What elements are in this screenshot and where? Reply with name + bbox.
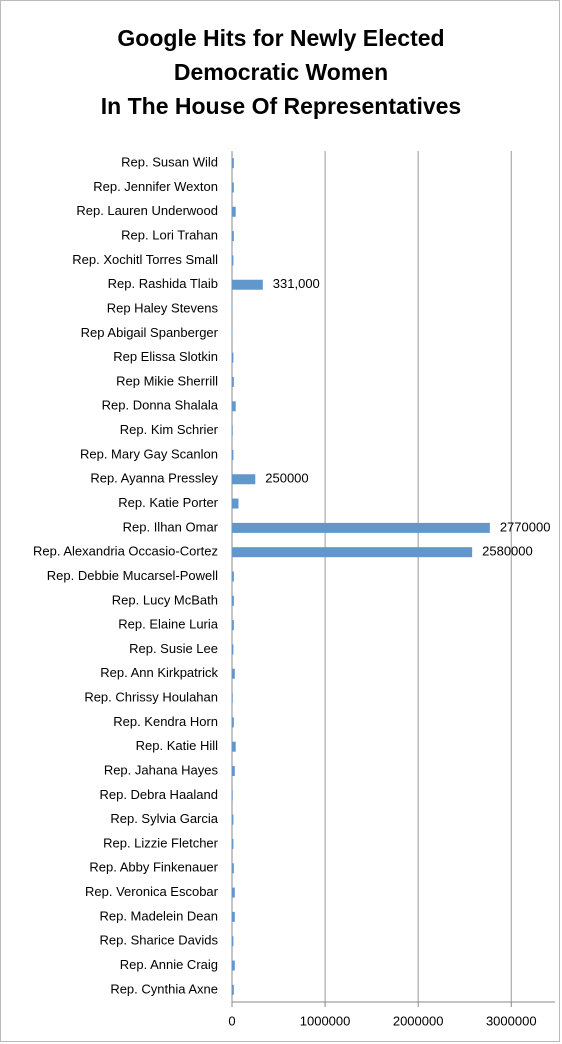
- bar: [232, 206, 236, 217]
- y-tick-label: Rep. Kim Schrier: [120, 422, 219, 437]
- bar: [232, 887, 235, 898]
- bar: [232, 158, 234, 169]
- data-label: 2580000: [482, 544, 533, 559]
- y-tick-label: Rep. Ayanna Pressley: [90, 471, 218, 486]
- chart-title: Google Hits for Newly Elected: [117, 25, 444, 51]
- y-tick-label: Rep. Katie Porter: [118, 495, 218, 510]
- bar: [232, 182, 234, 193]
- y-tick-label: Rep. Veronica Escobar: [85, 884, 219, 899]
- y-tick-label: Rep. Ilhan Omar: [123, 519, 219, 534]
- bar: [232, 547, 473, 558]
- y-tick-label: Rep. Katie Hill: [136, 738, 218, 753]
- bar: [232, 571, 234, 582]
- y-tick-label: Rep. Sharice Davids: [100, 933, 219, 948]
- bar: [232, 279, 263, 290]
- y-tick-label: Rep. Elaine Luria: [118, 617, 218, 632]
- y-tick-label: Rep. Lizzie Fletcher: [103, 835, 219, 850]
- bar: [232, 790, 233, 801]
- x-tick-label: 1000000: [300, 1013, 351, 1028]
- bar: [232, 766, 235, 777]
- y-tick-label: Rep. Lauren Underwood: [76, 203, 218, 218]
- y-tick-label: Rep. Kendra Horn: [113, 714, 218, 729]
- bar: [232, 620, 234, 631]
- bar: [232, 814, 234, 825]
- y-tick-label: Rep. Jahana Hayes: [104, 762, 219, 777]
- bar: [232, 595, 234, 606]
- y-tick-label: Rep. Susie Lee: [129, 641, 218, 656]
- y-tick-label: Rep Elissa Slotkin: [113, 349, 218, 364]
- y-tick-label: Rep. Cynthia Axne: [110, 981, 218, 996]
- bar: [232, 960, 235, 971]
- y-tick-label: Rep. Madelein Dean: [99, 908, 218, 923]
- x-tick-label: 2000000: [393, 1013, 444, 1028]
- bar: [232, 352, 234, 363]
- y-tick-label: Rep. Chrissy Houlahan: [84, 690, 218, 705]
- y-tick-label: Rep. Debbie Mucarsel-Powell: [47, 568, 218, 583]
- bar: [232, 522, 490, 533]
- bar: [232, 644, 234, 655]
- bar: [232, 741, 236, 752]
- y-tick-label: Rep. Annie Craig: [120, 957, 218, 972]
- data-label: 331,000: [273, 276, 320, 291]
- x-tick-label: 3000000: [486, 1013, 537, 1028]
- x-tick-label: 0: [228, 1013, 235, 1028]
- y-tick-label: Rep Mikie Sherrill: [116, 373, 218, 388]
- y-tick-label: Rep. Susan Wild: [121, 155, 218, 170]
- y-tick-label: Rep. Ann Kirkpatrick: [100, 665, 218, 680]
- y-tick-label: Rep. Debra Haaland: [99, 787, 218, 802]
- y-tick-label: Rep Haley Stevens: [107, 300, 219, 315]
- data-label: 2770000: [500, 519, 551, 534]
- chart-title: Democratic Women: [174, 59, 388, 85]
- bar: [232, 838, 234, 849]
- y-tick-label: Rep. Donna Shalala: [102, 398, 219, 413]
- bar: [232, 401, 236, 412]
- y-tick-label: Rep. Xochitl Torres Small: [72, 252, 218, 267]
- bar: [232, 668, 235, 679]
- bar: [232, 911, 235, 922]
- chart-title: In The House Of Representatives: [101, 93, 461, 119]
- y-tick-label: Rep. Mary Gay Scanlon: [80, 446, 218, 461]
- y-tick-label: Rep. Jennifer Wexton: [93, 179, 218, 194]
- bar: [232, 376, 234, 387]
- bar: [232, 255, 234, 266]
- y-tick-label: Rep. Sylvia Garcia: [110, 811, 218, 826]
- bar: [232, 693, 233, 704]
- data-label: 250000: [265, 471, 308, 486]
- bar: [232, 717, 234, 728]
- bar: [232, 449, 234, 460]
- bar: [232, 474, 256, 485]
- y-tick-label: Rep. Rashida Tlaib: [108, 276, 218, 291]
- bar: [232, 498, 239, 509]
- bar: [232, 425, 233, 436]
- y-tick-label: Rep. Alexandria Occasio-Cortez: [33, 544, 218, 559]
- bar: [232, 936, 234, 947]
- y-tick-label: Rep. Lucy McBath: [112, 592, 218, 607]
- bar: [232, 984, 234, 995]
- y-tick-label: Rep Abigail Spanberger: [81, 325, 219, 340]
- y-tick-label: Rep. Abby Finkenauer: [89, 860, 218, 875]
- bar: [232, 231, 234, 242]
- y-tick-label: Rep. Lori Trahan: [121, 228, 218, 243]
- bar: [232, 863, 234, 874]
